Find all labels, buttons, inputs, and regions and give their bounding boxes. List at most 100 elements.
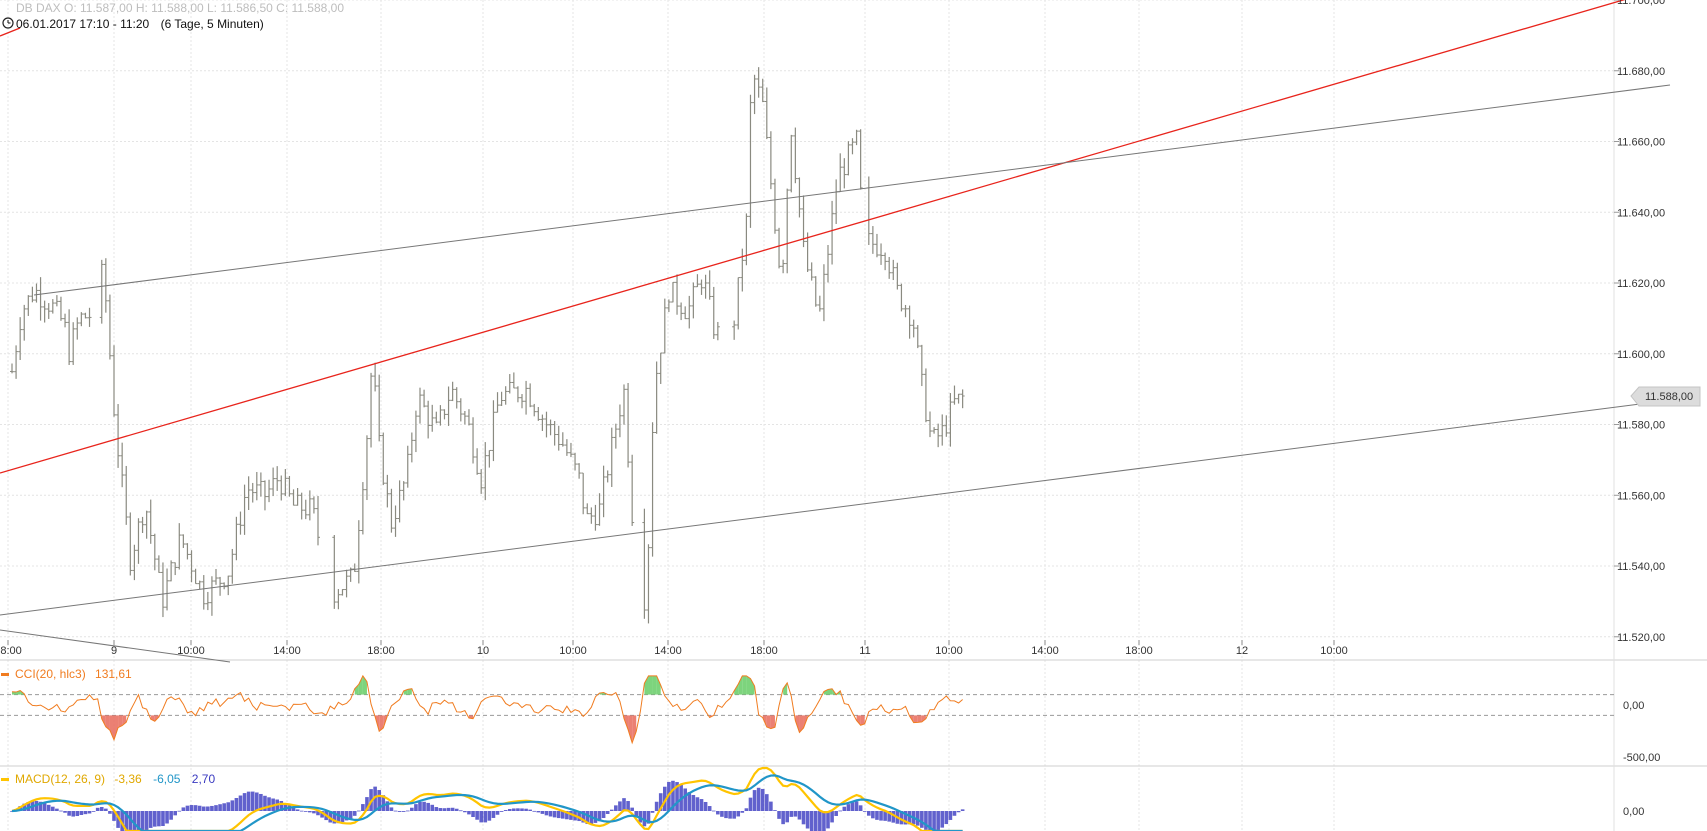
macd-hist-bar [907,811,912,825]
price-bar [736,277,741,330]
macd-hist-bar [222,803,226,811]
price-bar [687,295,692,329]
price-bar [932,427,937,434]
macd-hist-bar [503,810,508,811]
macd-hist-bar [548,811,553,817]
macd-hist-bar [226,802,231,811]
price-bar [75,317,80,340]
price-bar [471,417,476,464]
macd-hist-bar [157,811,161,827]
macd-hist-bar [255,792,259,811]
price-bar [458,398,463,422]
macd-tick-label-0: 0,00 [1623,806,1644,818]
macd-hist-bar [634,811,639,817]
macd-hist-bar [650,811,655,813]
price-bar [605,470,610,483]
macd-hist-bar [459,810,463,812]
price-bar [148,499,153,544]
cci-line [11,674,963,745]
macd-hist-bar [642,811,647,827]
trendline-descending [0,629,231,663]
macd-hist-bar [524,808,528,811]
price-bar [120,442,125,488]
price-bar [169,560,174,582]
macd-hist-bar [22,803,27,811]
macd-hist-bar [267,797,271,811]
macd-hist-bar [59,810,63,812]
macd-hist-bar [79,811,84,815]
macd-hist-bar [410,807,414,811]
price-bar [99,259,104,324]
price-bar [434,411,439,424]
price-bar [903,304,908,318]
price-bar [622,384,626,425]
macd-hist-bar [830,811,834,823]
macd-hist-bar [83,811,88,815]
price-bar [156,555,161,573]
price-bar [381,432,386,486]
macd-hist-bar [920,811,924,828]
price-bar [160,562,165,618]
price-bar [426,400,431,439]
price-bar [515,386,520,403]
macd-hist-bar [487,811,492,821]
macd-hist-bar [357,810,361,812]
macd-hist-bar [805,811,810,829]
price-bar [71,322,76,365]
price-bar [581,472,586,515]
macd-hist-bar [479,811,483,823]
price-bar [540,414,545,431]
macd-hist-bar [120,811,124,831]
macd-hist-bar [67,811,71,816]
macd-hist-bar [609,809,614,811]
price-bar [442,409,447,420]
price-bar [573,452,578,471]
macd-hist-bar [214,805,218,811]
price-bar [585,503,590,515]
price-bar [26,295,31,316]
macd-hist-bar [475,811,479,820]
macd-hist-bar [153,811,157,827]
price-bar [54,295,59,307]
macd-hist-bar [520,808,524,811]
macd-hist-bar [148,811,153,828]
price-bar [630,454,635,526]
price-bar [911,319,916,338]
macd-hist-bar [161,811,165,827]
price-bar [768,131,773,190]
macd-hist-bar [809,811,814,831]
price-bar [764,87,769,140]
macd-hist-bar [797,811,802,820]
macd-hist-bar [91,811,96,812]
price-bar [283,469,288,497]
macd-hist-bar [99,807,104,811]
macd-hist-bar [932,811,936,831]
macd-hist-bar [132,811,137,831]
trendline-red-top-stub [0,27,21,37]
price-bar [883,252,888,271]
macd-hist-bar [312,811,316,814]
price-bar [846,141,851,176]
macd-hist-bar [671,780,675,811]
price-bar [267,479,272,503]
macd-hist-bar [197,805,202,811]
price-bar [940,414,945,446]
price-bar [132,544,137,581]
macd-hist-bar [140,811,145,831]
price-bar [887,256,892,279]
price-bar [311,496,316,514]
price-bar [401,481,406,501]
price-bar [238,511,243,535]
x-tick-label-7: 14:00 [654,645,682,657]
price-bar [46,303,51,319]
macd-hist-bar [699,799,704,811]
price-bar [593,504,598,531]
price-bar [805,232,810,272]
price-bar [14,345,19,379]
price-bar [336,589,341,610]
price-bar [891,259,896,281]
x-tick-label-5: 10 [477,645,489,657]
price-bar [124,465,129,525]
macd-hist-bar [879,811,883,821]
macd-hist-bar [144,811,149,831]
